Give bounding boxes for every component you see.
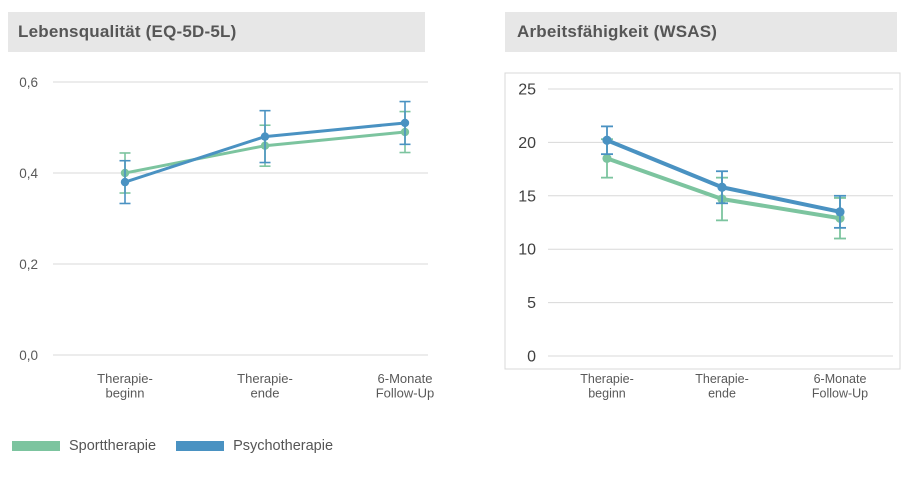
legend-item-psychotherapie: Psychotherapie	[176, 438, 333, 454]
svg-text:5: 5	[527, 295, 536, 312]
sporttherapie-label: Sporttherapie	[69, 438, 157, 454]
x-axis-category-labels: Therapie-beginnTherapie-ende6-MonateFoll…	[97, 371, 434, 401]
wsas-line-chart: 0510152025Therapie-beginnTherapie-ende6-…	[504, 72, 901, 401]
plot-area-border	[504, 72, 901, 370]
wsas-chart-header: Arbeitsfähigkeit (WSAS)	[505, 12, 897, 52]
svg-text:0,0: 0,0	[19, 348, 38, 363]
svg-text:25: 25	[518, 82, 536, 99]
svg-text:0: 0	[527, 349, 536, 366]
psychotherapie-label: Psychotherapie	[233, 438, 334, 454]
eq5d-line-chart: 0,00,20,40,6Therapie-beginnTherapie-ende…	[19, 75, 434, 401]
svg-text:Therapie-: Therapie-	[97, 371, 153, 386]
x-axis-category-labels: Therapie-beginnTherapie-ende6-MonateFoll…	[580, 372, 868, 401]
svg-text:Therapie-: Therapie-	[580, 372, 634, 386]
svg-text:Therapie-: Therapie-	[695, 372, 749, 386]
wsas-chart-title: Arbeitsfähigkeit (WSAS)	[517, 22, 718, 41]
svg-text:0,4: 0,4	[19, 166, 38, 181]
sporttherapie-swatch	[12, 441, 60, 451]
y-axis-tick-labels: 0,0 0,2 0,4 0,6	[19, 75, 38, 363]
svg-text:Follow-Up: Follow-Up	[376, 386, 435, 401]
svg-text:ende: ende	[708, 387, 736, 401]
svg-text:15: 15	[518, 188, 536, 205]
svg-text:20: 20	[518, 135, 536, 152]
svg-text:0,6: 0,6	[19, 75, 38, 90]
eq5d-chart-title: Lebensqualität (EQ-5D-5L)	[18, 22, 237, 41]
legend-item-sporttherapie: Sporttherapie	[12, 438, 156, 454]
legend: Sporttherapie Psychotherapie	[12, 438, 333, 454]
svg-text:6-Monate: 6-Monate	[814, 372, 867, 386]
svg-text:Follow-Up: Follow-Up	[812, 387, 868, 401]
svg-text:6-Monate: 6-Monate	[378, 371, 433, 386]
markers-psychotherapie	[602, 135, 845, 217]
svg-text:ende: ende	[251, 386, 280, 401]
y-axis-tick-labels: 0 5 10 15 20 25	[518, 82, 536, 366]
svg-text:beginn: beginn	[105, 386, 144, 401]
error-bars-psychotherapie	[119, 100, 411, 205]
markers-psychotherapie	[120, 118, 410, 187]
psychotherapie-swatch	[176, 441, 225, 451]
svg-text:beginn: beginn	[588, 387, 626, 401]
svg-text:Therapie-: Therapie-	[237, 371, 293, 386]
svg-text:0,2: 0,2	[19, 257, 38, 272]
gridlines	[53, 81, 428, 356]
eq5d-chart-header: Lebensqualität (EQ-5D-5L)	[8, 12, 425, 52]
svg-text:10: 10	[518, 242, 536, 259]
